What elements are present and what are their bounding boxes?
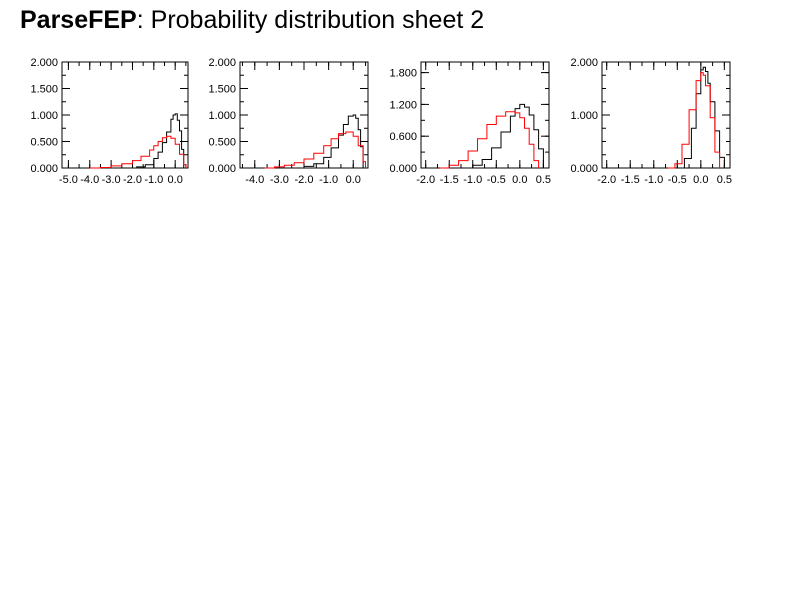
x-tick-label: -2.0 [416, 174, 435, 186]
y-tick-label: 1.800 [389, 68, 417, 80]
plot-frame [61, 61, 189, 169]
x-tick-label: -1.0 [463, 174, 482, 186]
y-tick-label: 1.200 [389, 99, 417, 111]
x-tick-label: 0.0 [512, 174, 527, 186]
y-tick-label: 1.500 [208, 84, 236, 96]
x-tick-label: 0.5 [536, 174, 551, 186]
x-tick-label: -0.5 [668, 174, 687, 186]
x-tick-label: -3.0 [102, 174, 121, 186]
chart-1: -5.0 -4.0 -3.0 -2.0 -1.0 0.0 0.000 0.500 1.000 1.… [30, 57, 189, 186]
series-line-1 [296, 114, 364, 169]
x-tick-label: -5.0 [59, 174, 78, 186]
chart-2: -4.0 -3.0 -2.0 -1.0 0.0 0.000 0.500 1.000 1.500 2… [208, 57, 369, 186]
x-tick-label: -2.0 [295, 174, 314, 186]
y-tick-label: 2.000 [570, 57, 598, 69]
charts-panel: -5.0 -4.0 -3.0 -2.0 -1.0 0.00.0000.5001.0001.… [30, 57, 732, 186]
y-tick-label: 1.000 [570, 110, 598, 122]
x-tick-label: -1.0 [644, 174, 663, 186]
y-tick-label: 0.600 [389, 131, 417, 143]
x-tick-label: -1.0 [144, 174, 163, 186]
series-line-2 [439, 111, 540, 169]
y-tick-label: 0.000 [208, 163, 236, 175]
x-tick-label: -0.5 [487, 174, 506, 186]
x-tick-label: 0.0 [346, 174, 361, 186]
x-tick-label: -1.5 [621, 174, 640, 186]
chart-4: -2.0 -1.5 -1.0 -0.5 0.0 0.5 0.000 1.000 2.000 [570, 57, 732, 186]
x-tick-label: -1.5 [440, 174, 459, 186]
series-line-2 [89, 135, 187, 169]
y-tick-label: 2.000 [30, 57, 58, 69]
y-tick-label: 2.000 [208, 57, 236, 69]
page-subtitle: : Probability distribution sheet 2 [136, 6, 485, 34]
y-tick-label: 0.000 [30, 163, 58, 175]
y-tick-label: 1.000 [30, 110, 58, 122]
y-tick-label: 1.500 [30, 84, 58, 96]
plot-frame [239, 61, 369, 169]
x-tick-label: 0.0 [693, 174, 708, 186]
app-brand: ParseFEP [20, 6, 137, 34]
series-line-1 [458, 103, 544, 169]
x-tick-label: 0.0 [168, 174, 183, 186]
x-tick-label: -4.0 [245, 174, 264, 186]
page-title: ParseFEP: Probability distribution sheet… [20, 6, 484, 35]
y-tick-label: 1.000 [208, 110, 236, 122]
chart-3: -2.0 -1.5 -1.0 -0.5 0.0 0.5 0.000 0.600 1.200 1.8… [389, 61, 551, 186]
x-tick-label: -2.0 [123, 174, 142, 186]
y-tick-label: 0.500 [30, 137, 58, 149]
y-tick-label: 0.000 [389, 163, 417, 175]
x-tick-label: -1.0 [319, 174, 338, 186]
series-line-1 [128, 113, 185, 169]
plot-frame [601, 61, 731, 169]
x-tick-label: 0.5 [717, 174, 732, 186]
y-tick-label: 0.000 [570, 163, 598, 175]
x-tick-label: -4.0 [80, 174, 99, 186]
series-line-1 [677, 66, 725, 169]
x-tick-label: -3.0 [270, 174, 289, 186]
series-line-2 [264, 131, 366, 169]
x-tick-label: -2.0 [597, 174, 616, 186]
y-tick-label: 0.500 [208, 137, 236, 149]
series-line-2 [667, 72, 721, 169]
